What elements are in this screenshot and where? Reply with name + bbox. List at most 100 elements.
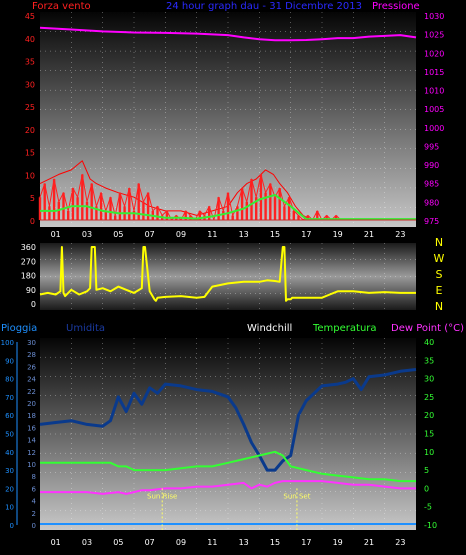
humidity-tick-label: 20	[27, 400, 36, 408]
x-tick-label: 15	[270, 538, 280, 547]
humidity-axis-title: Umidita	[66, 323, 105, 334]
x-tick-label: 23	[395, 230, 405, 239]
rain-tick-label: 10	[5, 504, 14, 512]
windchill-label: Windchill	[247, 323, 292, 334]
pressure-axis-title: Pressione	[372, 1, 420, 12]
direction-tick-label: 90	[26, 286, 36, 295]
x-tick-label: 15	[270, 230, 280, 239]
x-tick-label: 19	[333, 230, 343, 239]
humidity-tick-label: 16	[27, 424, 36, 432]
humidity-tick-label: 8	[32, 473, 36, 481]
x-tick-label: 17	[301, 538, 311, 547]
pressure-tick-label: 1015	[424, 68, 444, 77]
pressure-tick-label: 995	[424, 142, 439, 151]
x-tick-label: 11	[207, 230, 217, 239]
compass-letter: S	[436, 268, 443, 281]
humidity-tick-label: 30	[27, 339, 36, 347]
rain-tick-label: 80	[5, 376, 14, 384]
rain-tick-label: 20	[5, 485, 14, 493]
direction-tick-label: 180	[21, 272, 36, 281]
compass-letter: W	[434, 252, 445, 265]
wind-tick-label: 10	[25, 171, 35, 180]
pressure-tick-label: 975	[424, 217, 439, 226]
humidity-tick-label: 28	[27, 351, 36, 359]
pressure-tick-label: 1005	[424, 105, 444, 114]
left-axis-ticks-1: 0 5 10 15 20 25 30 35 40 45	[25, 12, 35, 226]
x-tick-label: 03	[82, 538, 92, 547]
x-tick-label: 09	[176, 538, 186, 547]
pressure-tick-label: 985	[424, 180, 439, 189]
rain-tick-label: 60	[5, 412, 14, 420]
humidity-line	[39, 368, 417, 472]
temperature-tick-label: 5	[424, 466, 429, 475]
temperature-tick-label: 35	[424, 356, 434, 365]
rain-tick-label: 90	[5, 357, 14, 365]
direction-tick-label: 360	[21, 243, 36, 252]
temperature-tick-label: 30	[424, 375, 434, 384]
rain-tick-label: 100	[1, 339, 14, 347]
x-tick-label: 23	[395, 538, 405, 547]
pressure-tick-label: 1000	[424, 124, 444, 133]
humidity-tick-label: 6	[32, 485, 37, 493]
compass-letter: E	[436, 284, 443, 297]
temperature-tick-label: 25	[424, 393, 434, 402]
rain-tick-label: 0	[10, 522, 14, 530]
wind-tick-label: 15	[25, 149, 35, 158]
x-tick-label: 07	[145, 538, 155, 547]
pressure-tick-label: 980	[424, 198, 439, 207]
humidity-tick-label: 22	[27, 388, 36, 396]
temperature-tick-label: -5	[424, 503, 432, 512]
axis-ticks-3: 0102030405060708090100024681012141618202…	[1, 338, 437, 530]
sunrise-label: Sun Rise	[147, 492, 177, 500]
right-axis-ticks-1: 975 980 985 990 995 1000 1005 1010 1015 1020 1025 1…	[424, 12, 444, 226]
chart-date-title: 24 hour graph dau - 31 Dicembre 2013	[166, 1, 362, 12]
direction-line	[39, 246, 416, 302]
dewpoint-line	[40, 480, 416, 495]
sunset-label: Sun Set	[283, 492, 310, 500]
humidity-tick-label: 18	[27, 412, 36, 420]
left-axis-ticks-2: 0 90 180 270 360	[21, 243, 36, 309]
marks-3: Sun Rise Sun Set	[39, 368, 417, 530]
rain-tick-label: 30	[5, 467, 14, 475]
wind-tick-label: 35	[25, 58, 35, 67]
temperature-tick-label: 15	[424, 430, 434, 439]
pressure-tick-label: 1025	[424, 31, 444, 40]
gust-line	[39, 160, 416, 221]
x-tick-label: 03	[82, 230, 92, 239]
panel-temp-humidity: Sun Rise Sun Set 0 10 20 30 40 50 60 70 80 90 100 0 2…	[1, 323, 464, 547]
x-tick-label: 21	[364, 538, 374, 547]
rain-axis-title: Pioggia	[1, 323, 37, 334]
wind-line	[39, 173, 416, 221]
pressure-tick-label: 990	[424, 161, 439, 170]
marks-1	[38, 26, 417, 221]
grid-1	[40, 12, 416, 227]
pressure-line	[39, 26, 417, 42]
wind-tick-label: 5	[30, 194, 35, 203]
x-tick-label: 05	[113, 538, 123, 547]
x-axis-ticks-3: 01 03 05 07 09 11 13 15 17 19 21 23	[51, 538, 406, 547]
humidity-tick-label: 24	[27, 376, 36, 384]
x-tick-label: 11	[207, 538, 217, 547]
dewpoint-label: Dew Point (°C)	[391, 323, 464, 334]
humidity-tick-label: 2	[32, 510, 36, 518]
x-tick-label: 21	[364, 230, 374, 239]
temperature-line	[40, 450, 416, 483]
wind-tick-label: 0	[30, 217, 35, 226]
pressure-tick-label: 1020	[424, 49, 444, 58]
rain-tick-label: 50	[5, 431, 14, 439]
wind-tick-label: 20	[25, 126, 35, 135]
x-tick-label: 05	[113, 230, 123, 239]
x-tick-label: 01	[51, 230, 61, 239]
rain-tick-label: 40	[5, 449, 14, 457]
x-tick-label: 13	[239, 538, 249, 547]
humidity-tick-label: 12	[27, 449, 36, 457]
wind-avg-line	[40, 193, 416, 221]
rain-tick-label: 70	[5, 394, 14, 402]
humidity-tick-label: 0	[32, 522, 36, 530]
x-tick-label: 07	[145, 230, 155, 239]
x-tick-label: 09	[176, 230, 186, 239]
humidity-tick-label: 4	[32, 498, 37, 506]
x-tick-label: 19	[333, 538, 343, 547]
